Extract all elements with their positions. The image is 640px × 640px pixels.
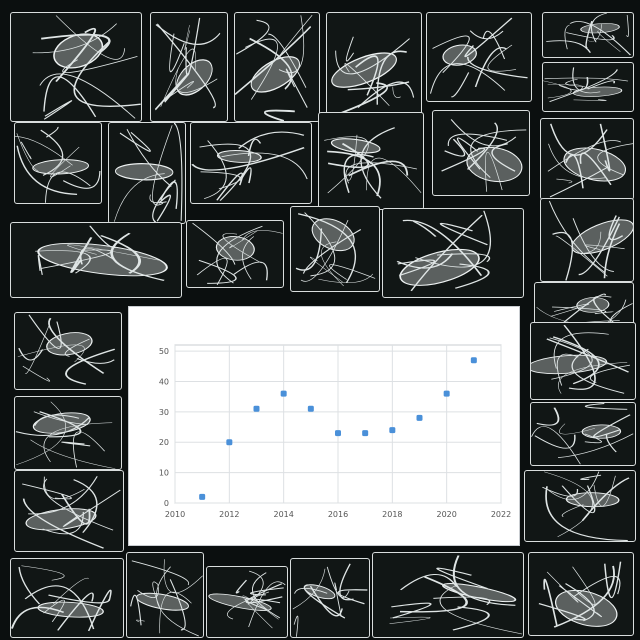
specimen-sketch bbox=[531, 403, 634, 465]
illustration-tile bbox=[10, 222, 182, 298]
specimen-sketch bbox=[292, 563, 368, 637]
specimen-sketch bbox=[35, 225, 168, 281]
scatter-chart: 2010 2012 2014 2016 2018 2020 2022 0 10 20 30 40 50 bbox=[159, 344, 511, 519]
data-point bbox=[416, 414, 423, 421]
y-tick-label: 30 bbox=[159, 408, 169, 417]
specimen-sketch bbox=[154, 17, 221, 111]
x-tick-label: 2016 bbox=[328, 510, 348, 519]
x-tick-label: 2018 bbox=[382, 510, 402, 519]
x-tick-label: 2010 bbox=[165, 510, 185, 519]
data-point bbox=[226, 439, 233, 446]
specimen-sketch bbox=[547, 123, 633, 198]
illustration-tile bbox=[14, 470, 124, 552]
illustration-tile bbox=[432, 110, 530, 196]
specimen-sketch bbox=[441, 119, 527, 192]
illustration-tile bbox=[530, 402, 636, 466]
data-point bbox=[335, 430, 341, 437]
illustration-tile bbox=[190, 122, 312, 204]
illustration-tile bbox=[318, 112, 424, 210]
specimen-sketch bbox=[22, 476, 121, 549]
data-point bbox=[470, 357, 477, 364]
data-point bbox=[307, 405, 314, 412]
data-points bbox=[199, 357, 477, 500]
illustration-tile bbox=[372, 552, 524, 638]
specimen-sketch bbox=[546, 13, 632, 56]
specimen-sketch bbox=[130, 559, 203, 637]
chart-grid bbox=[174, 344, 502, 504]
specimen-sketch bbox=[327, 36, 415, 120]
illustration-tile bbox=[326, 12, 422, 122]
illustration-tile bbox=[186, 220, 284, 288]
specimen-sketch bbox=[531, 324, 631, 394]
data-point bbox=[280, 390, 287, 397]
x-tick-label: 2022 bbox=[491, 510, 511, 519]
y-tick-label: 0 bbox=[164, 499, 169, 508]
illustration-tile bbox=[290, 558, 370, 638]
illustration-tile bbox=[382, 208, 524, 298]
illustration-tile bbox=[542, 12, 634, 58]
illustration-tile bbox=[108, 122, 186, 224]
specimen-sketch bbox=[538, 561, 622, 628]
y-tick-labels: 0 10 20 30 40 50 bbox=[159, 347, 169, 508]
specimen-sketch bbox=[17, 314, 116, 385]
y-tick-label: 20 bbox=[159, 438, 169, 447]
specimen-sketch bbox=[114, 123, 183, 223]
specimen-sketch bbox=[396, 210, 492, 292]
illustration-tile bbox=[540, 198, 634, 282]
illustration-tile bbox=[14, 396, 122, 470]
data-point bbox=[253, 405, 260, 412]
illustration-tile bbox=[10, 558, 124, 638]
chart-card: 2010 2012 2014 2016 2018 2020 2022 0 10 20 30 40 50 bbox=[128, 306, 520, 546]
specimen-sketch bbox=[208, 570, 286, 629]
x-tick-label: 2012 bbox=[219, 510, 239, 519]
specimen-sketch bbox=[192, 222, 283, 286]
illustration-tile bbox=[426, 12, 532, 102]
y-tick-label: 40 bbox=[159, 377, 169, 386]
illustration-tile bbox=[126, 552, 204, 638]
illustration-tile bbox=[530, 322, 636, 400]
illustration-tile bbox=[10, 12, 142, 122]
illustration-tile bbox=[206, 566, 288, 638]
specimen-sketch bbox=[389, 555, 523, 635]
illustration-tile bbox=[14, 312, 122, 390]
specimen-sketch bbox=[191, 131, 308, 201]
x-tick-labels: 2010 2012 2014 2016 2018 2020 2022 bbox=[165, 510, 511, 519]
data-point bbox=[443, 390, 450, 397]
illustration-tile bbox=[528, 552, 634, 636]
x-tick-label: 2014 bbox=[273, 510, 293, 519]
illustration-tile bbox=[234, 12, 320, 122]
y-tick-label: 10 bbox=[159, 469, 169, 478]
specimen-sketch bbox=[542, 471, 630, 541]
specimen-sketch bbox=[15, 126, 101, 203]
y-tick-label: 50 bbox=[159, 347, 169, 356]
data-point bbox=[362, 430, 369, 437]
illustration-tile bbox=[290, 206, 380, 292]
data-point bbox=[199, 493, 206, 500]
illustration-tile bbox=[14, 122, 102, 204]
x-tick-label: 2020 bbox=[436, 510, 456, 519]
illustration-tile bbox=[524, 470, 636, 542]
illustration-tile bbox=[540, 118, 634, 200]
specimen-sketch bbox=[15, 401, 116, 469]
illustration-tile bbox=[150, 12, 228, 122]
illustration-tile bbox=[542, 62, 634, 112]
specimen-sketch bbox=[548, 200, 633, 281]
specimen-sketch bbox=[32, 15, 141, 120]
specimen-sketch bbox=[543, 67, 629, 102]
specimen-sketch bbox=[235, 14, 313, 121]
specimen-sketch bbox=[429, 17, 528, 98]
specimen-sketch bbox=[324, 127, 422, 199]
specimen-sketch bbox=[295, 212, 376, 287]
specimen-sketch bbox=[11, 565, 112, 632]
data-point bbox=[389, 427, 396, 434]
